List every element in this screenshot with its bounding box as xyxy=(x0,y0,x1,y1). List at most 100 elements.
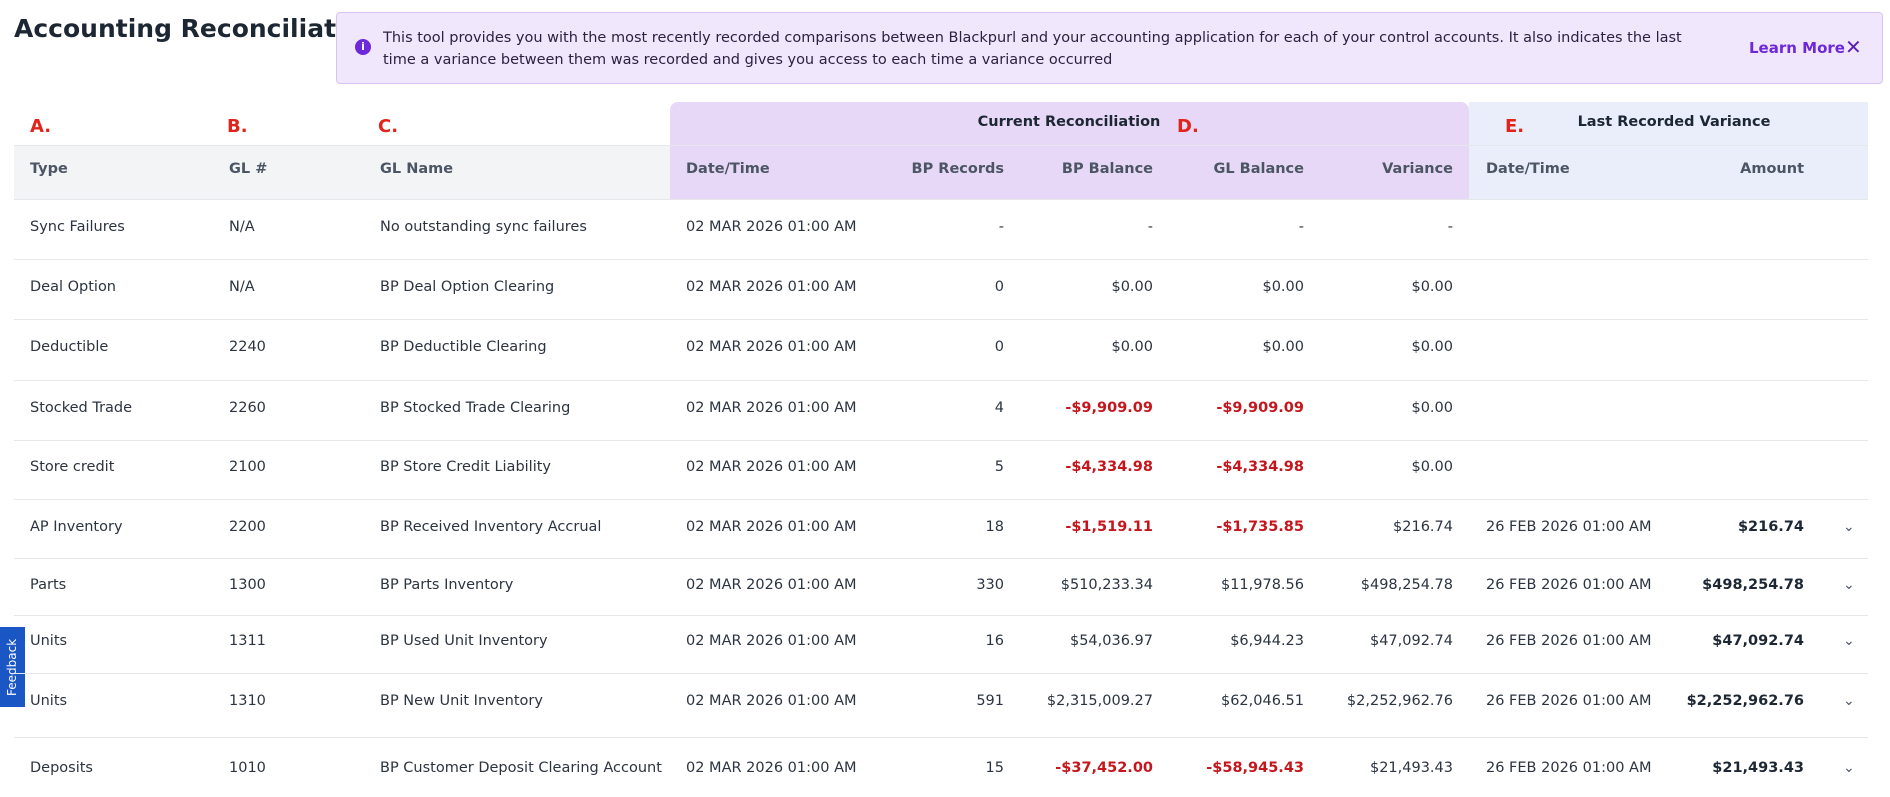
table-cell: 5 xyxy=(994,459,1004,475)
table-cell: 02 MAR 2026 01:00 AM xyxy=(686,693,857,709)
table-cell: -$1,519.11 xyxy=(1065,519,1153,535)
table-cell: 02 MAR 2026 01:00 AM xyxy=(686,219,857,235)
table-cell: Deductible xyxy=(30,339,109,355)
column-header: Amount xyxy=(1740,161,1804,177)
table-cell: $0.00 xyxy=(1411,459,1453,475)
table-cell: -$1,735.85 xyxy=(1216,519,1304,535)
table-cell: 02 MAR 2026 01:00 AM xyxy=(686,339,857,355)
expand-chevron[interactable]: ⌄ xyxy=(1843,693,1855,709)
header-row-bg xyxy=(14,145,670,199)
table-cell: N/A xyxy=(229,279,255,295)
column-header: GL Name xyxy=(380,161,454,177)
table-cell: AP Inventory xyxy=(30,519,123,535)
row-divider xyxy=(14,558,1868,559)
table-cell: $498,254.78 xyxy=(1702,577,1804,593)
close-button[interactable]: ✕ xyxy=(1845,35,1862,59)
expand-chevron[interactable]: ⌄ xyxy=(1843,633,1855,649)
table-cell: 2100 xyxy=(229,459,266,475)
group-header: Current Reconciliation xyxy=(977,114,1161,130)
table-cell: 2200 xyxy=(229,519,266,535)
table-cell: $21,493.43 xyxy=(1369,760,1453,776)
info-icon: i xyxy=(355,39,371,55)
table-cell: -$4,334.98 xyxy=(1216,459,1304,475)
table-cell: BP New Unit Inventory xyxy=(380,693,543,709)
table-cell: 1300 xyxy=(229,577,266,593)
annotation-letter: D. xyxy=(1177,116,1199,137)
table-cell: Units xyxy=(30,633,68,649)
table-cell: -$9,909.09 xyxy=(1065,400,1153,416)
group-header: Last Recorded Variance xyxy=(1577,114,1771,130)
table-cell: 591 xyxy=(976,693,1004,709)
expand-chevron[interactable]: ⌄ xyxy=(1843,519,1855,535)
column-header: BP Balance xyxy=(1061,161,1153,177)
table-cell: Parts xyxy=(30,577,67,593)
table-cell: Deal Option xyxy=(30,279,117,295)
row-divider xyxy=(14,615,1868,616)
table-cell: 02 MAR 2026 01:00 AM xyxy=(686,760,857,776)
table-cell: $216.74 xyxy=(1737,519,1804,535)
feedback-tab[interactable]: Feedback xyxy=(0,627,25,707)
table-cell: $2,252,962.76 xyxy=(1346,693,1453,709)
table-cell: 0 xyxy=(994,279,1004,295)
row-divider xyxy=(14,259,1868,260)
header-divider xyxy=(14,145,1868,146)
table-cell: $216.74 xyxy=(1393,519,1453,535)
row-divider xyxy=(14,673,1868,674)
table-cell: BP Parts Inventory xyxy=(380,577,514,593)
table-cell: 02 MAR 2026 01:00 AM xyxy=(686,633,857,649)
table-cell: 2260 xyxy=(229,400,266,416)
page-title: Accounting Reconciliation xyxy=(14,14,380,43)
table-cell: 16 xyxy=(985,633,1004,649)
table-cell: BP Deductible Clearing xyxy=(380,339,547,355)
annotation-letter: C. xyxy=(378,116,399,137)
table-cell: -$37,452.00 xyxy=(1055,760,1153,776)
table-cell: -$9,909.09 xyxy=(1216,400,1304,416)
table-cell: 1010 xyxy=(229,760,266,776)
annotation-letter: A. xyxy=(30,116,52,137)
table-cell: $0.00 xyxy=(1411,400,1453,416)
table-cell: 02 MAR 2026 01:00 AM xyxy=(686,519,857,535)
row-divider xyxy=(14,736,1868,738)
row-divider xyxy=(14,379,1868,381)
table-cell: $0.00 xyxy=(1111,279,1153,295)
table-cell: $0.00 xyxy=(1262,279,1304,295)
table-cell: BP Store Credit Liability xyxy=(380,459,551,475)
table-cell: $11,978.56 xyxy=(1220,577,1304,593)
learn-more-link[interactable]: Learn More xyxy=(1749,39,1845,57)
table-cell: 330 xyxy=(976,577,1004,593)
table-cell: Store credit xyxy=(30,459,115,475)
table-cell: N/A xyxy=(229,219,255,235)
table-cell: $47,092.74 xyxy=(1369,633,1453,649)
table-cell: 4 xyxy=(994,400,1004,416)
table-cell: $6,944.23 xyxy=(1230,633,1304,649)
header-divider xyxy=(14,199,1868,200)
expand-chevron[interactable]: ⌄ xyxy=(1843,760,1855,776)
table-cell: 1311 xyxy=(229,633,266,649)
row-divider xyxy=(14,499,1868,500)
column-header: Date/Time xyxy=(1486,161,1570,177)
annotation-letter: E. xyxy=(1505,116,1525,137)
table-cell: $510,233.34 xyxy=(1060,577,1153,593)
table-cell: No outstanding sync failures xyxy=(380,219,587,235)
table-cell: 1310 xyxy=(229,693,266,709)
annotation-letter: B. xyxy=(227,116,248,137)
row-divider xyxy=(14,439,1868,441)
table-cell: $47,092.74 xyxy=(1712,633,1804,649)
table-cell: 2240 xyxy=(229,339,266,355)
table-cell: 02 MAR 2026 01:00 AM xyxy=(686,577,857,593)
table-cell: -$58,945.43 xyxy=(1206,760,1304,776)
expand-chevron[interactable]: ⌄ xyxy=(1843,577,1855,593)
table-cell: - xyxy=(1447,219,1453,235)
table-cell: 26 FEB 2026 01:00 AM xyxy=(1486,519,1652,535)
table-cell: $2,315,009.27 xyxy=(1046,693,1153,709)
table-cell: $62,046.51 xyxy=(1220,693,1304,709)
table-cell: 26 FEB 2026 01:00 AM xyxy=(1486,693,1652,709)
column-header: GL Balance xyxy=(1213,161,1304,177)
table-cell: 26 FEB 2026 01:00 AM xyxy=(1486,633,1652,649)
table-cell: Stocked Trade xyxy=(30,400,133,416)
table-cell: Units xyxy=(30,693,68,709)
table-cell: $498,254.78 xyxy=(1360,577,1453,593)
table-cell: 02 MAR 2026 01:00 AM xyxy=(686,459,857,475)
column-header: GL # xyxy=(229,161,268,177)
